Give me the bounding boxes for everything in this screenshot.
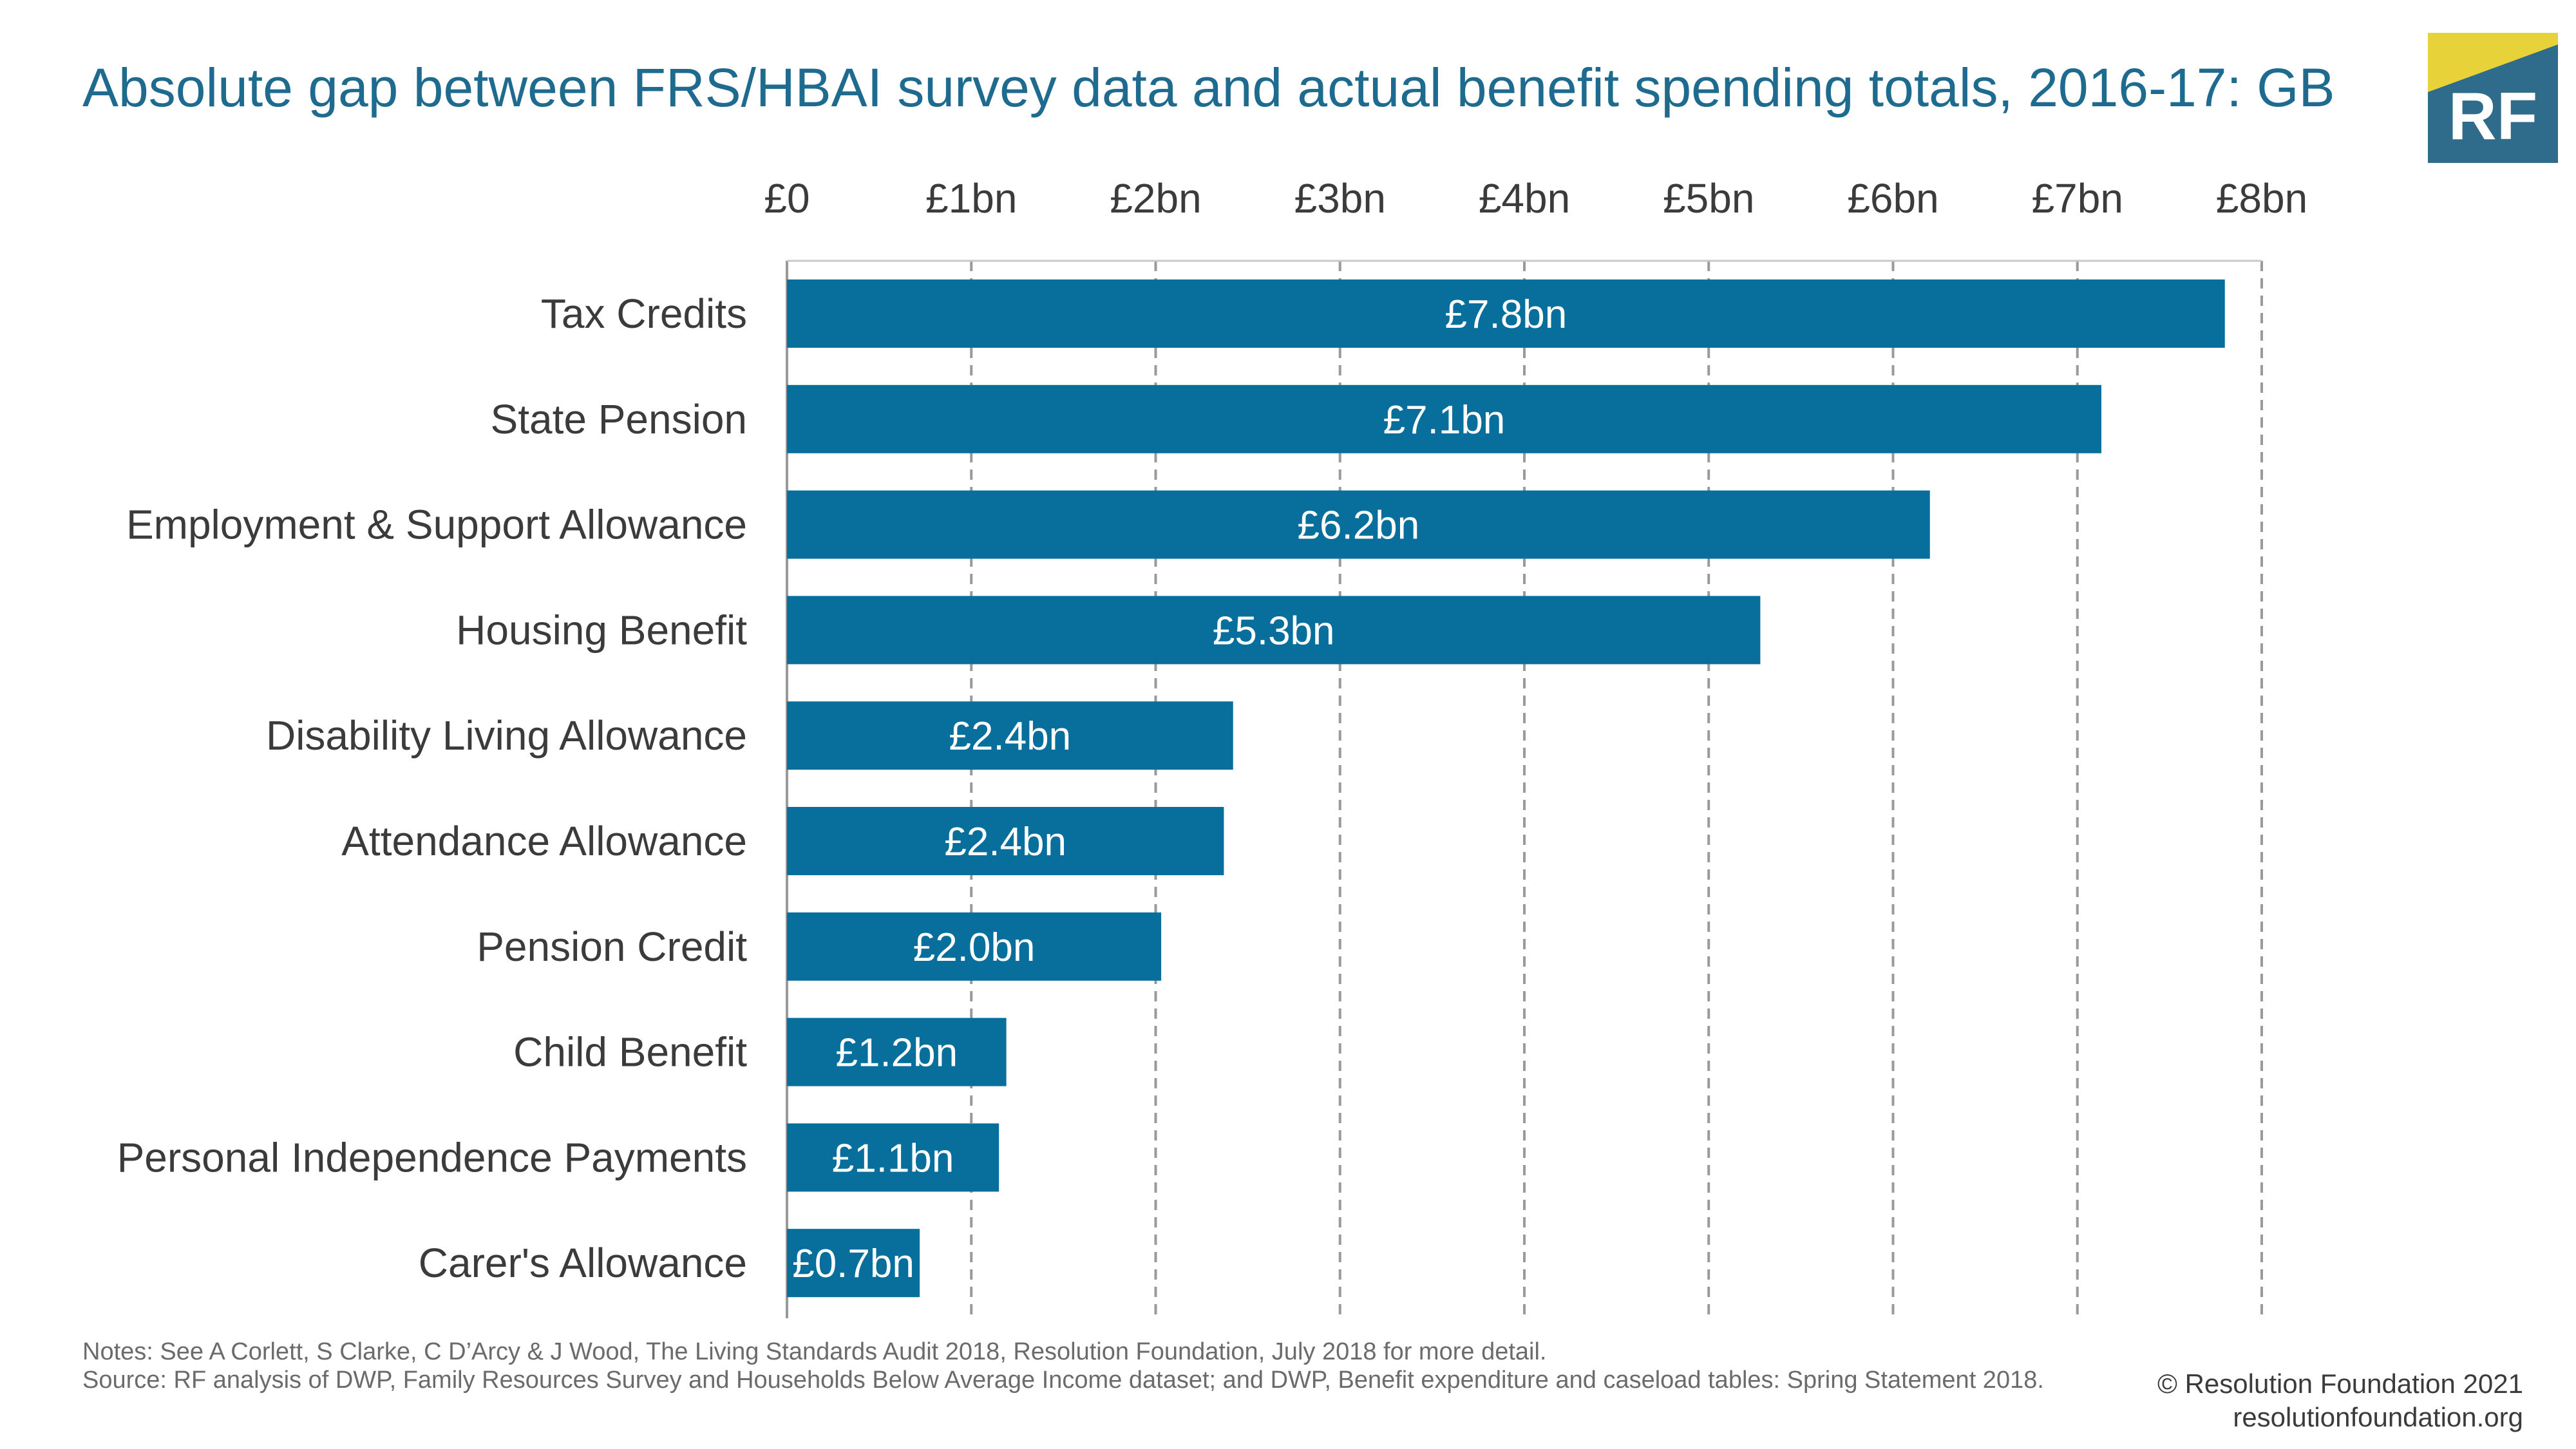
x-tick-label: £6bn: [1847, 175, 1938, 222]
bar: [787, 1123, 999, 1192]
bar: [787, 912, 1162, 981]
bar-value-label: £5.3bn: [1213, 609, 1335, 653]
bar: [787, 490, 1930, 559]
bar-value-label: £7.8bn: [1445, 292, 1567, 337]
bar-value-label: £1.1bn: [832, 1136, 954, 1180]
notes-block: Notes: See A Corlett, S Clarke, C D’Arcy…: [82, 1338, 2111, 1394]
rf-logo-accent: [2428, 33, 2558, 92]
chart-title: Absolute gap between FRS/HBAI survey dat…: [82, 57, 2335, 118]
bar: [787, 384, 2101, 453]
category-label: Personal Independence Payments: [117, 1134, 747, 1180]
category-label: Attendance Allowance: [341, 818, 747, 864]
x-tick-label: £7bn: [2032, 175, 2123, 222]
bar-value-label: £6.2bn: [1298, 504, 1420, 548]
x-tick-label: £0: [764, 175, 810, 222]
bar: [787, 1018, 1007, 1086]
footer-block: © Resolution Foundation 2021 resolutionf…: [2157, 1367, 2523, 1434]
bar-value-label: £2.4bn: [944, 820, 1066, 864]
category-label: Employment & Support Allowance: [126, 502, 747, 548]
x-tick-label: £3bn: [1294, 175, 1386, 222]
x-tick-label: £5bn: [1663, 175, 1754, 222]
bar: [787, 701, 1233, 770]
website-link[interactable]: resolutionfoundation.org: [2233, 1402, 2523, 1432]
category-label: Pension Credit: [477, 923, 747, 970]
bar-value-label: £2.4bn: [949, 714, 1072, 759]
category-label: Disability Living Allowance: [266, 712, 747, 759]
bar: [787, 1229, 920, 1298]
rf-logo: RF: [2428, 33, 2558, 163]
source-text: Source: RF analysis of DWP, Family Resou…: [82, 1367, 2044, 1394]
bar-value-label: £1.2bn: [835, 1031, 958, 1075]
category-label: Child Benefit: [513, 1029, 747, 1075]
category-label: State Pension: [491, 396, 748, 442]
bar: [787, 596, 1761, 665]
x-tick-label: £2bn: [1110, 175, 1201, 222]
x-tick-label: £1bn: [925, 175, 1017, 222]
copyright-text: © Resolution Foundation 2021: [2157, 1368, 2523, 1399]
bar-value-label: £2.0bn: [913, 925, 1036, 970]
rf-logo-text: RF: [2448, 79, 2538, 154]
bar: [787, 807, 1224, 875]
bar: [787, 279, 2225, 348]
x-tick-label: £8bn: [2216, 175, 2307, 222]
category-label: Carer's Allowance: [419, 1240, 747, 1286]
bar-value-label: £7.1bn: [1383, 398, 1506, 442]
category-label: Tax Credits: [541, 290, 747, 337]
bar-value-label: £0.7bn: [792, 1242, 914, 1286]
x-tick-label: £4bn: [1479, 175, 1570, 222]
notes-text: Notes: See A Corlett, S Clarke, C D’Arcy…: [82, 1338, 1547, 1365]
category-label: Housing Benefit: [456, 607, 747, 653]
